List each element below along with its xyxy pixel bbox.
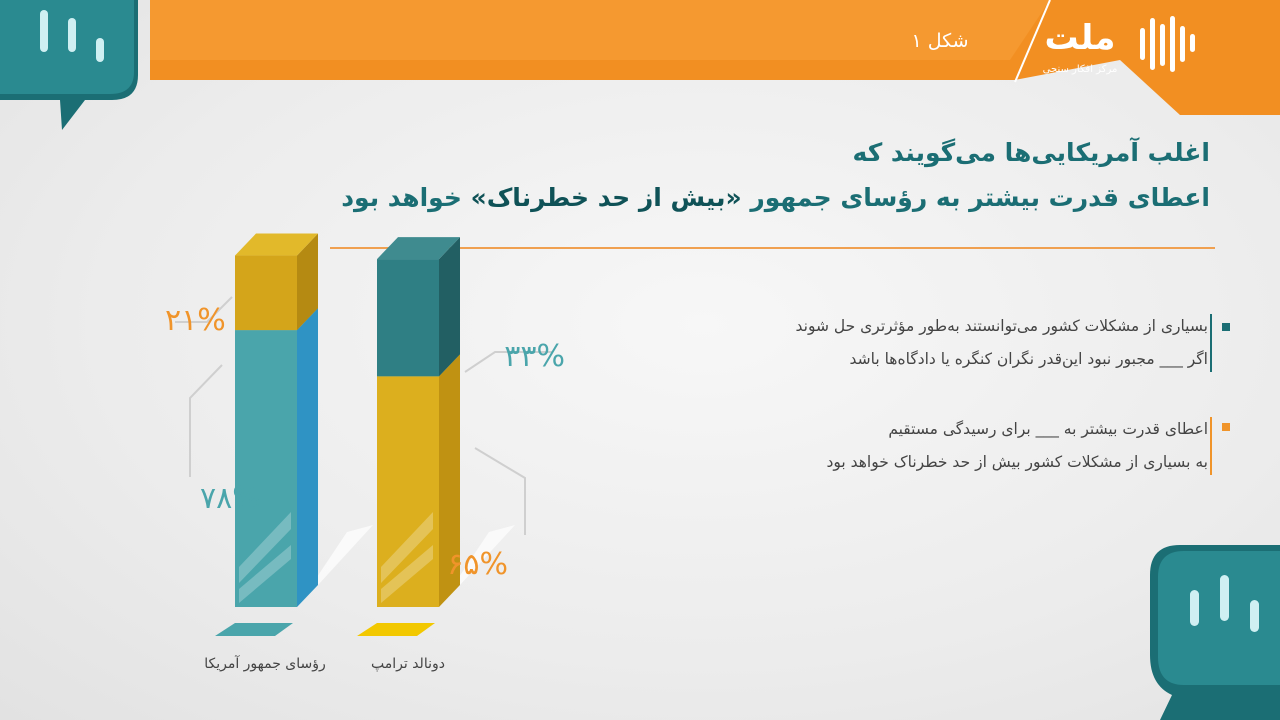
legend-item-1-line-1: بسیاری از مشکلات کشور می‌توانستند به‌طور… (795, 317, 1208, 335)
value-label-2-1: ۶۵% (447, 547, 508, 582)
legend-marker-2 (1222, 423, 1230, 431)
decorative-bubble-bottom-right (1150, 545, 1280, 720)
value-label-2-2: ۳۳% (504, 339, 565, 374)
figure-label: شکل ۱ (911, 30, 969, 52)
legend-item-2-line-2: به بسیاری از مشکلات کشور بیش از حد خطرنا… (826, 453, 1208, 471)
brand-logo-text: ملت (1044, 18, 1116, 58)
brand-mark-icon (1140, 16, 1195, 72)
legend-marker-1 (1222, 323, 1230, 331)
leader-line-1-2 (175, 296, 233, 323)
title-part-2: خواهد بود (341, 183, 462, 212)
leader-line-1-1 (189, 364, 223, 477)
legend-item-2-line-1: اعطای قدرت بیشتر به ___ برای رسیدگی مستق… (888, 420, 1208, 438)
legend-rule-1 (1210, 314, 1212, 372)
bar-floor-mark-1 (215, 623, 293, 636)
bar-floor-mark-2 (357, 623, 435, 636)
value-label-1-1: ۷۸% (200, 481, 261, 516)
legend-item-1-line-2: اگر ___ مجبور نبود این‌قدر نگران کنگره ی… (849, 350, 1209, 368)
bar-2-segment-1 (377, 354, 460, 607)
title-highlight: «بیش از حد خطرناک» (470, 183, 742, 212)
value-label-1-2: ۲۱% (165, 303, 226, 338)
legend-item-1: بسیاری از مشکلات کشور می‌توانستند به‌طور… (796, 310, 1208, 376)
leader-line-2-2 (464, 351, 552, 373)
category-label-1: رؤسای جمهور آمریکا (204, 655, 326, 672)
chart-title-line-2: اعطای قدرت بیشتر به رؤسای جمهور «بیش از … (341, 183, 1210, 212)
brand-tagline: مرکز افکار سنجی (1042, 64, 1118, 75)
category-label-2: دونالد ترامپ (371, 656, 445, 672)
bar-gloss-2 (381, 512, 433, 603)
decorative-bubble-top-left (0, 0, 138, 130)
title-part-1: اعطای قدرت بیشتر به رؤسای جمهور (750, 183, 1210, 212)
title-divider (330, 247, 1215, 249)
header-bar (150, 0, 1280, 115)
leader-line-2-1 (474, 447, 526, 535)
chart-title-line-1: اغلب آمریکایی‌ها می‌گویند که (852, 138, 1210, 167)
bar-gloss-1 (239, 512, 291, 603)
legend-rule-2 (1210, 417, 1212, 475)
bar-1-segment-2 (235, 233, 318, 331)
legend-item-2: اعطای قدرت بیشتر به ___ برای رسیدگی مستق… (826, 413, 1208, 479)
bar-2-segment-2 (377, 237, 460, 377)
